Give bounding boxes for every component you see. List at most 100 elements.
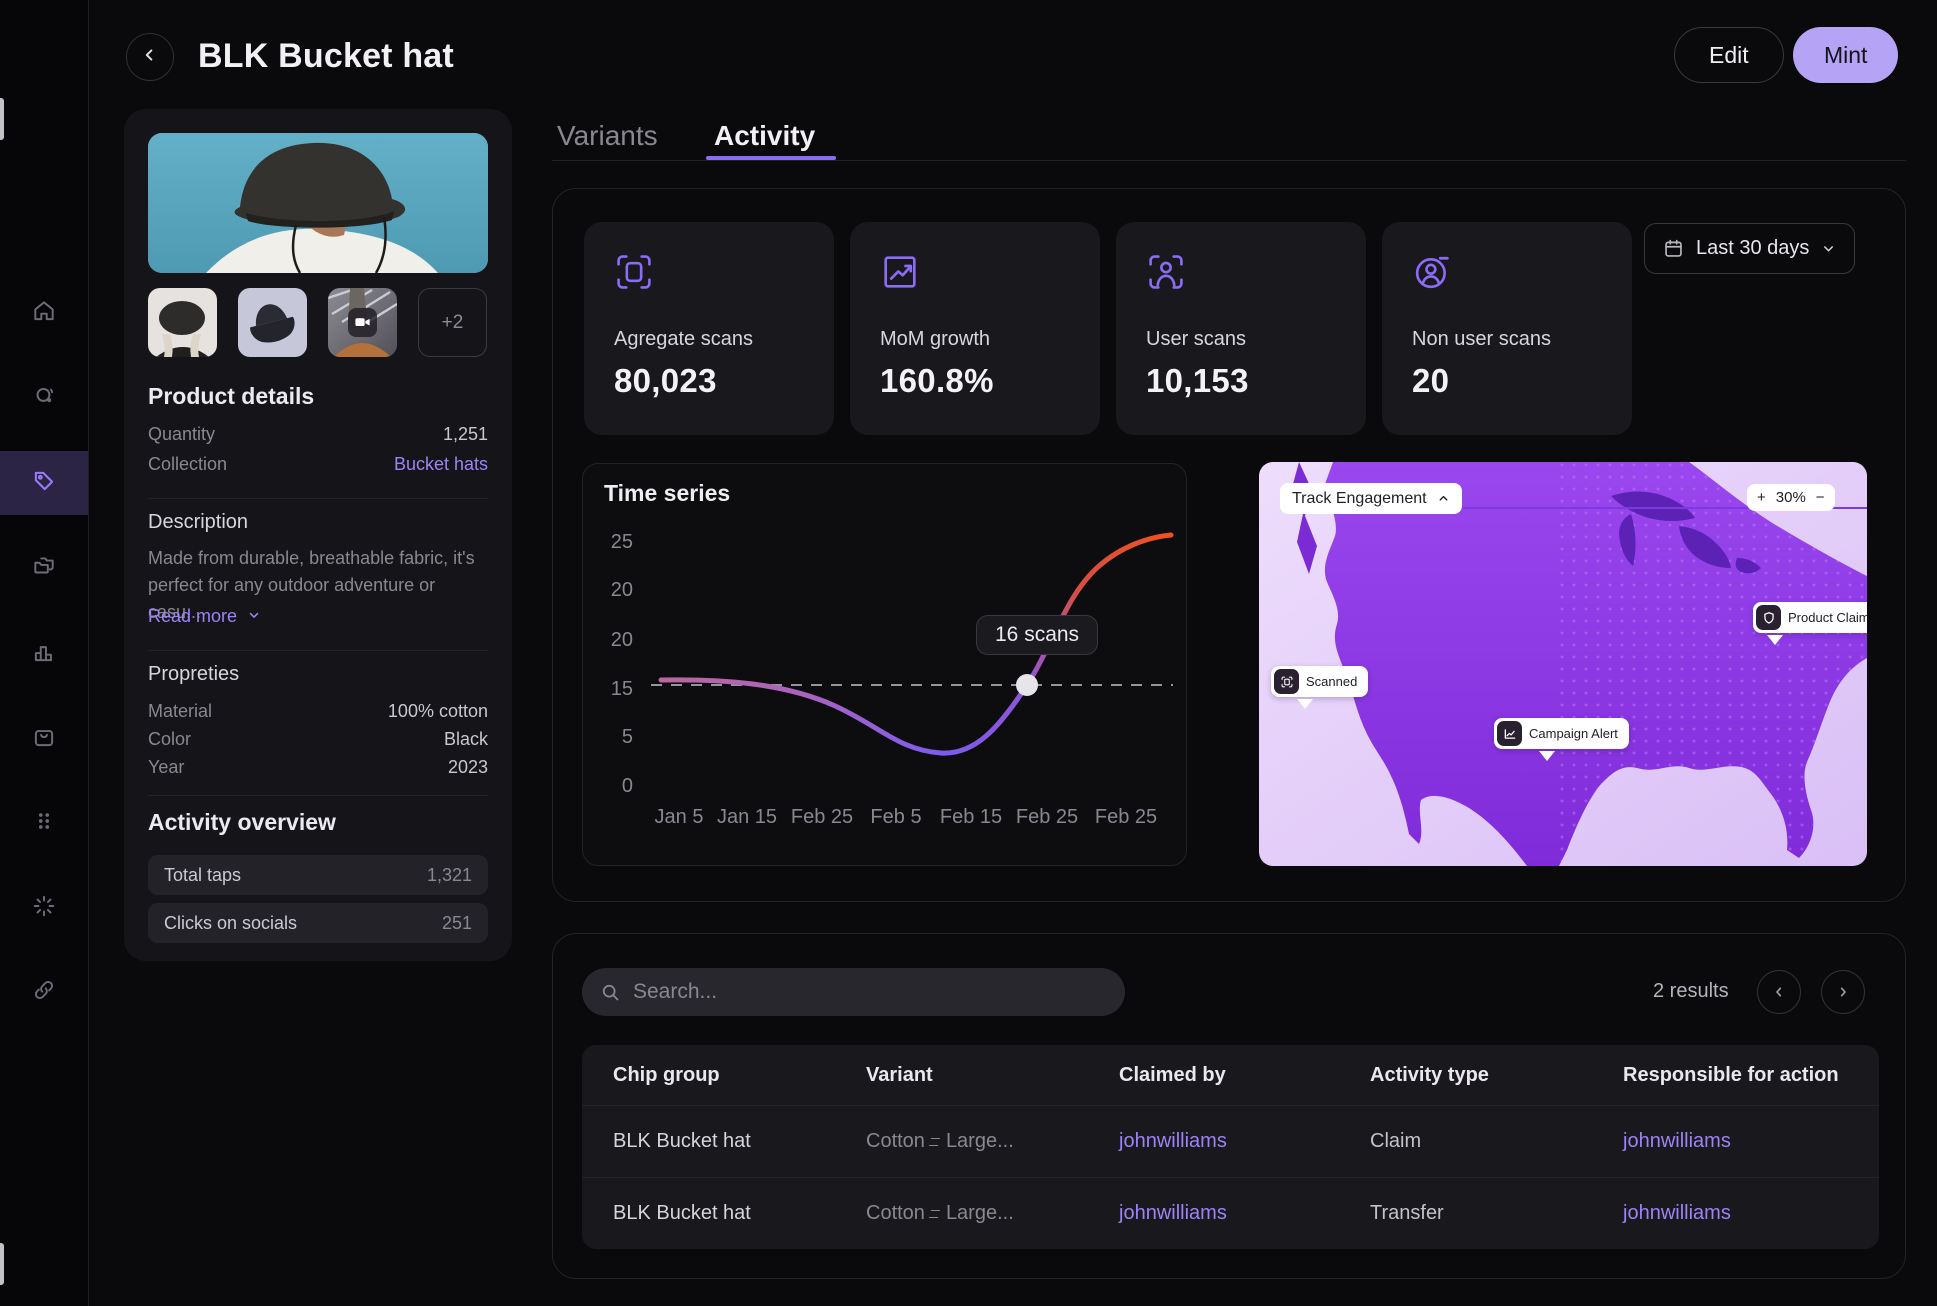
collection-row: Collection Bucket hats bbox=[148, 454, 488, 475]
table-row[interactable]: BLK Bucket hat Cotton Large... johnwilli… bbox=[582, 1105, 1879, 1177]
variant-prefix: Cotton bbox=[866, 1202, 925, 1224]
search-input[interactable] bbox=[633, 980, 1107, 1004]
product-panel: +2 Product details Quantity 1,251 Collec… bbox=[124, 109, 512, 961]
stat-card-user-scans: User scans 10,153 bbox=[1116, 222, 1366, 435]
claimed-by-link[interactable]: johnwilliams bbox=[1119, 1202, 1227, 1224]
zoom-in-button[interactable]: + bbox=[1757, 489, 1766, 506]
sidebar-item-products[interactable] bbox=[0, 451, 88, 515]
chevron-down-icon bbox=[247, 606, 261, 627]
collection-link[interactable]: Bucket hats bbox=[393, 454, 488, 474]
col-activity-type: Activity type bbox=[1370, 1063, 1489, 1086]
product-details-title: Product details bbox=[148, 383, 315, 409]
sidebar-item-collections[interactable] bbox=[0, 536, 88, 600]
stat-card-non-user-scans: Non user scans 20 bbox=[1382, 222, 1632, 435]
date-range-button[interactable]: Last 30 days bbox=[1644, 223, 1856, 274]
mint-button[interactable]: Mint bbox=[1793, 27, 1899, 83]
folder-icon bbox=[31, 553, 57, 584]
active-tab-underline bbox=[706, 156, 836, 160]
sidebar-item-apps[interactable] bbox=[0, 791, 88, 855]
activity-log-panel: 2 results Chip group Variant Claimed by … bbox=[552, 933, 1906, 1279]
divider bbox=[148, 650, 488, 651]
tab-activity[interactable]: Activity bbox=[714, 120, 816, 151]
activity-table: Chip group Variant Claimed by Activity t… bbox=[582, 1045, 1879, 1249]
track-engagement-button[interactable]: Track Engagement bbox=[1280, 483, 1462, 514]
sidebar-item-integrations[interactable] bbox=[0, 876, 88, 940]
table-row[interactable]: BLK Bucket hat Cotton Large... johnwilli… bbox=[582, 1177, 1879, 1249]
home-icon bbox=[31, 298, 57, 329]
sidebar-item-analytics[interactable] bbox=[0, 622, 88, 686]
marker-label: Scanned bbox=[1306, 674, 1358, 689]
tag-icon bbox=[31, 468, 57, 499]
map-marker-campaign-alert[interactable]: Campaign Alert bbox=[1494, 718, 1629, 749]
sidebar-item-store[interactable] bbox=[0, 707, 88, 771]
edit-button[interactable]: Edit bbox=[1674, 27, 1784, 83]
y-tick: 5 bbox=[621, 726, 633, 748]
bar-chart-icon bbox=[31, 639, 57, 670]
y-tick: 20 bbox=[610, 579, 633, 601]
video-camera-icon bbox=[348, 308, 377, 337]
divider bbox=[148, 795, 488, 796]
clicks-socials-row: Clicks on socials 251 bbox=[148, 903, 488, 943]
material-label: Material bbox=[148, 701, 213, 721]
search-icon bbox=[600, 982, 621, 1003]
pagination-next-button[interactable] bbox=[1821, 970, 1865, 1014]
read-more-button[interactable]: Read more bbox=[148, 606, 261, 627]
stat-label: User scans bbox=[1146, 328, 1247, 350]
map-marker-product-claimed[interactable]: Product Claimed bbox=[1753, 602, 1867, 633]
calendar-icon bbox=[1663, 238, 1684, 259]
total-taps-row: Total taps 1,321 bbox=[148, 855, 488, 895]
media-thumbnail-more[interactable]: +2 bbox=[418, 288, 487, 357]
burst-icon bbox=[31, 893, 57, 924]
variant-suffix: Large... bbox=[945, 1130, 1014, 1152]
x-tick: Jan 15 bbox=[716, 806, 778, 828]
read-more-label: Read more bbox=[148, 606, 238, 626]
engagement-map: Track Engagement + 30% − Scanned Campaig… bbox=[1259, 462, 1867, 866]
product-hero-image bbox=[148, 133, 488, 273]
window-edge-highlight-top bbox=[0, 98, 4, 140]
hover-point-dot bbox=[1016, 674, 1038, 696]
activity-type-cell: Claim bbox=[1370, 1130, 1422, 1152]
track-engagement-label: Track Engagement bbox=[1292, 489, 1427, 507]
y-tick: 15 bbox=[610, 678, 633, 700]
description-line-2: perfect for any outdoor adventure or cas… bbox=[148, 575, 436, 622]
variant-separator-icon bbox=[928, 1137, 940, 1146]
activity-overview-title: Activity overview bbox=[148, 809, 336, 835]
clicks-socials-value: 251 bbox=[441, 912, 472, 933]
total-taps-value: 1,321 bbox=[426, 864, 472, 885]
x-tick: Jan 5 bbox=[654, 806, 704, 828]
responsible-link[interactable]: johnwilliams bbox=[1623, 1130, 1731, 1152]
material-value: 100% cotton bbox=[387, 701, 488, 721]
chart-badge-icon bbox=[1497, 721, 1522, 746]
marker-pointer bbox=[1767, 635, 1783, 645]
stat-card-aggregate-scans: Agregate scans 80,023 bbox=[584, 222, 834, 435]
sidebar-item-scans[interactable] bbox=[0, 366, 88, 430]
media-thumbnail-2[interactable] bbox=[238, 288, 307, 357]
time-series-plot bbox=[651, 532, 1174, 756]
stat-card-mom-growth: MoM growth 160.8% bbox=[850, 222, 1100, 435]
collection-label: Collection bbox=[148, 454, 228, 474]
zoom-out-button[interactable]: − bbox=[1815, 489, 1825, 506]
marker-pointer bbox=[1539, 751, 1555, 761]
tab-variants[interactable]: Variants bbox=[557, 120, 658, 151]
map-marker-scanned[interactable]: Scanned bbox=[1271, 666, 1369, 697]
col-variant: Variant bbox=[866, 1063, 933, 1086]
pagination-prev-button[interactable] bbox=[1757, 970, 1801, 1014]
media-thumbnail-video[interactable] bbox=[328, 288, 397, 357]
x-tick: Feb 5 bbox=[870, 806, 922, 828]
time-series-card: Time series 25 20 20 15 5 0 Jan 5 Jan 15… bbox=[582, 463, 1187, 866]
responsible-link[interactable]: johnwilliams bbox=[1623, 1202, 1731, 1224]
variant-separator-icon bbox=[928, 1209, 940, 1218]
year-value: 2023 bbox=[447, 757, 488, 777]
claimed-by-link[interactable]: johnwilliams bbox=[1119, 1130, 1227, 1152]
x-tick: Feb 25 bbox=[1094, 806, 1158, 828]
activity-type-cell: Transfer bbox=[1370, 1202, 1444, 1224]
col-claimed-by: Claimed by bbox=[1119, 1063, 1226, 1086]
time-series-title: Time series bbox=[604, 480, 731, 506]
description-line-1: Made from durable, breathable fabric, it… bbox=[148, 548, 475, 568]
sidebar-item-links[interactable] bbox=[0, 960, 88, 1024]
date-range-label: Last 30 days bbox=[1696, 237, 1810, 259]
sidebar-item-home[interactable] bbox=[0, 281, 88, 345]
search-bar bbox=[582, 968, 1125, 1016]
back-button[interactable] bbox=[126, 33, 174, 81]
media-thumbnail-1[interactable] bbox=[148, 288, 217, 357]
